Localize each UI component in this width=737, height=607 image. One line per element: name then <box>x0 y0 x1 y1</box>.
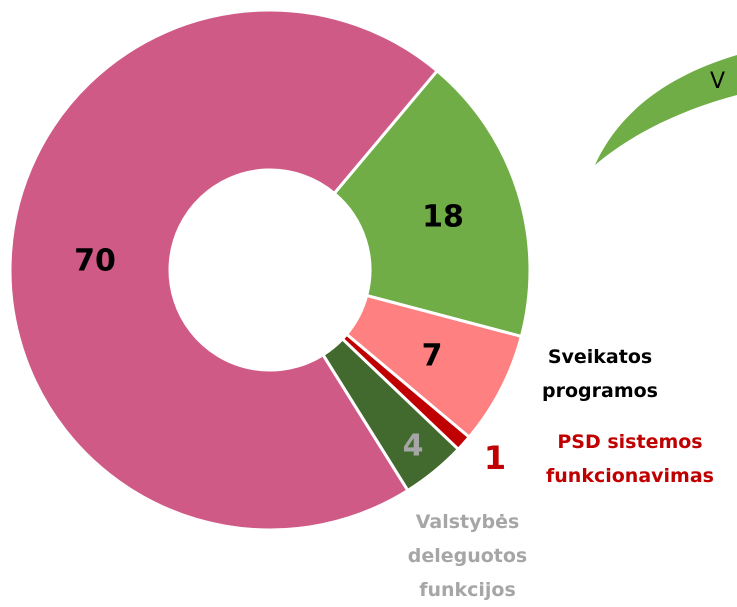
category-label: Sveikatos programos <box>542 346 658 402</box>
data-label: 18 <box>422 200 464 235</box>
data-label: 1 <box>484 439 506 477</box>
callout-shape <box>595 55 737 165</box>
category-label: PSD sistemos funkcionavimas <box>546 431 714 487</box>
data-label: 7 <box>422 339 443 374</box>
callout-text: V <box>710 69 725 94</box>
data-label: 4 <box>403 429 424 464</box>
data-label: 70 <box>74 244 116 279</box>
category-label: Valstybės deleguotos funkcijos <box>407 511 528 601</box>
donut-segment <box>8 8 440 532</box>
